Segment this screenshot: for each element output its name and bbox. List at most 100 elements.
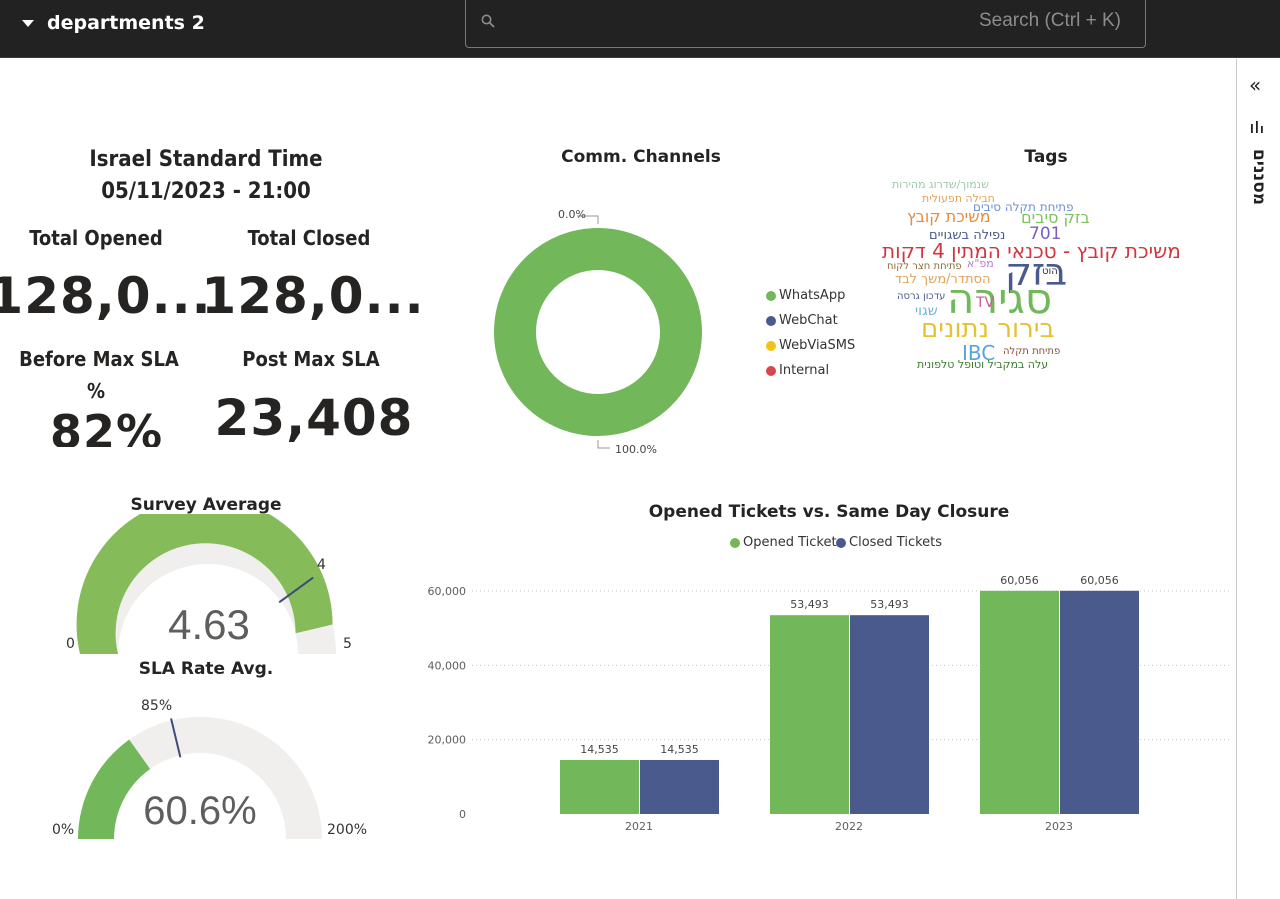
legend-dot xyxy=(766,315,776,326)
legend-dot xyxy=(766,290,776,301)
tag-word: פתיחת תקלה סיבים xyxy=(973,200,1074,214)
tag-word: TV xyxy=(976,295,995,311)
legend-dot xyxy=(766,365,776,376)
total-closed-value: 128,0... xyxy=(201,267,425,325)
bar-data-label: 60,056 xyxy=(1080,574,1119,587)
tag-word: שנמוך/שדרוג מהירות xyxy=(892,178,989,191)
bar-legend-closed[interactable]: Closed Tickets xyxy=(836,535,942,550)
caret-down-icon xyxy=(22,19,34,27)
top-bar: departments 2 Search (Ctrl + K) xyxy=(0,0,1280,58)
post-sla-label: Post Max SLA xyxy=(242,347,380,371)
report-selector[interactable]: departments 2 xyxy=(22,10,205,36)
tags-title: Tags xyxy=(1024,147,1068,167)
total-opened-label: Total Opened xyxy=(29,226,163,250)
legend-dot xyxy=(836,537,846,548)
x-tick-label: 2022 xyxy=(835,820,863,833)
bar xyxy=(1060,590,1139,814)
tag-word: שגוי xyxy=(915,303,938,319)
sla-rate-max-label: 200% xyxy=(327,822,368,838)
timezone-title: Israel Standard Time xyxy=(89,147,323,172)
legend-internal[interactable]: Internal xyxy=(766,363,829,378)
tag-word: הוט xyxy=(1042,266,1058,277)
tag-word: משיכת קובץ - טכנאי המתין 4 דקות xyxy=(882,239,1181,263)
search-icon xyxy=(481,14,495,28)
search-placeholder: Search (Ctrl + K) xyxy=(978,10,1121,31)
tag-word: 701 xyxy=(1029,224,1062,244)
tag-word: בזק xyxy=(1005,250,1068,294)
legend-webviasms[interactable]: WebViaSMS xyxy=(766,338,855,353)
bar xyxy=(980,590,1059,814)
legend-dot xyxy=(730,537,740,548)
gauge-fill xyxy=(76,514,333,654)
filters-pane: « מסננים xyxy=(1236,59,1280,899)
bar-data-label: 53,493 xyxy=(790,598,829,611)
tag-word: חבילה תפעולית xyxy=(922,192,995,205)
donut-label-top: 0.0% xyxy=(558,208,586,221)
survey-title: Survey Average xyxy=(130,495,282,515)
gauge-target-marker xyxy=(170,718,182,758)
bar xyxy=(640,759,719,814)
channels-title: Comm. Channels xyxy=(561,147,721,167)
x-tick-label: 2021 xyxy=(625,820,653,833)
bar-data-label: 14,535 xyxy=(580,743,619,756)
report-name: departments 2 xyxy=(47,12,205,34)
survey-min-label: 0 xyxy=(66,636,75,652)
total-closed-label: Total Closed xyxy=(247,226,371,250)
tag-word: הסתדר/משך לבד xyxy=(895,272,991,287)
tags-wordcloud[interactable]: שנמוך/שדרוג מהירות חבילה תפעולית פתיחת ת… xyxy=(875,174,1215,379)
bar-legend-opened[interactable]: Opened Tickets xyxy=(730,535,843,550)
bar-chart-title: Opened Tickets vs. Same Day Closure xyxy=(648,502,1010,522)
before-sla-label-percent: % xyxy=(86,379,106,403)
filter-icon[interactable] xyxy=(1249,121,1265,135)
bar xyxy=(560,759,639,814)
sla-rate-gauge[interactable] xyxy=(60,699,360,844)
survey-target-label: 4 xyxy=(317,557,326,573)
before-sla-value-clip: 82% xyxy=(20,404,180,447)
sla-rate-target-label: 85% xyxy=(141,698,173,714)
tag-word: מפ"א xyxy=(967,257,994,270)
collapse-pane-icon[interactable]: « xyxy=(1249,73,1262,97)
bar-data-label: 14,535 xyxy=(660,743,699,756)
current-datetime: 05/11/2023 - 21:00 xyxy=(101,179,311,204)
survey-gauge[interactable] xyxy=(60,514,370,659)
bar-data-label: 53,493 xyxy=(870,598,909,611)
tag-word: בירור נתונים xyxy=(921,314,1055,344)
bar-chart[interactable]: 0 20,000 40,000 60,000 14,535 14,535 2021 53,49… xyxy=(410,569,1236,839)
tag-word: עלה במקביל וטופל טלפונית xyxy=(917,358,1049,371)
total-opened-value: 128,0... xyxy=(0,267,212,325)
report-canvas: Israel Standard Time 05/11/2023 - 21:00 … xyxy=(0,59,1236,899)
legend-whatsapp[interactable]: WhatsApp xyxy=(766,288,845,303)
channels-donut[interactable] xyxy=(480,204,720,464)
y-tick-label: 40,000 xyxy=(428,659,467,672)
sla-rate-value: 60.6% xyxy=(143,789,257,833)
bar-data-label: 60,056 xyxy=(1000,574,1039,587)
bar xyxy=(770,615,849,814)
sla-rate-min-label: 0% xyxy=(52,822,75,838)
gauge-target-marker xyxy=(278,576,314,604)
post-sla-value: 23,408 xyxy=(214,389,414,447)
sla-rate-title: SLA Rate Avg. xyxy=(138,659,274,679)
search-input[interactable]: Search (Ctrl + K) xyxy=(465,0,1146,48)
legend-webchat[interactable]: WebChat xyxy=(766,313,838,328)
x-tick-label: 2023 xyxy=(1045,820,1073,833)
tag-word: פתיחת חצר לקוח xyxy=(887,261,962,272)
tag-word: בזק סיבים xyxy=(1021,208,1090,227)
donut-slice-whatsapp[interactable] xyxy=(494,228,702,436)
y-tick-label: 20,000 xyxy=(428,734,467,747)
tag-word: סגירה xyxy=(947,274,1053,323)
y-tick-label: 0 xyxy=(459,808,466,821)
tag-word: עדכון גרסה xyxy=(897,291,946,302)
tag-word: נפילה בשגויים xyxy=(929,228,1006,243)
survey-value: 4.63 xyxy=(168,601,250,648)
tag-word: IBC xyxy=(962,341,996,365)
y-tick-label: 60,000 xyxy=(428,585,467,598)
legend-dot xyxy=(766,340,776,351)
gauge-track xyxy=(77,716,323,839)
gauge-fill xyxy=(78,739,151,839)
tag-word: משיכת קובץ xyxy=(907,207,991,226)
tag-word: פתיחת תקלה xyxy=(1003,346,1061,357)
before-sla-value: 82% xyxy=(50,405,164,447)
survey-max-label: 5 xyxy=(343,636,352,652)
before-sla-label: Before Max SLA xyxy=(19,347,179,371)
bar xyxy=(850,615,929,814)
